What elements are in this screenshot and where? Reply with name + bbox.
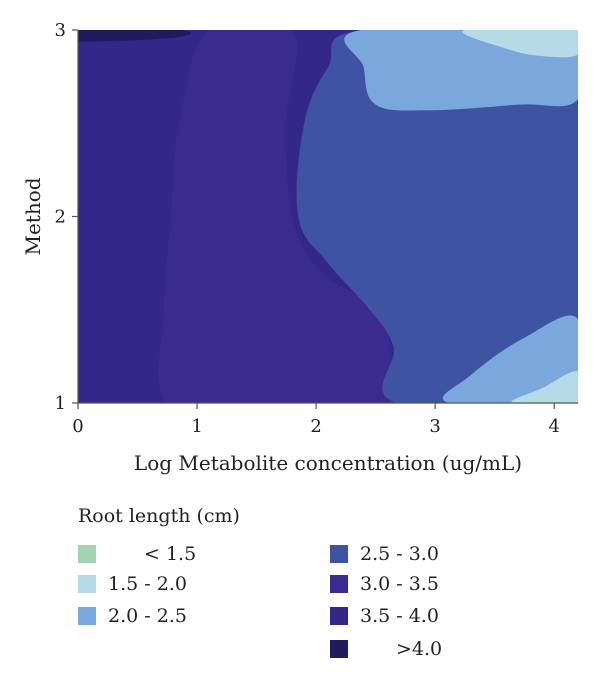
legend-item: >4.0 bbox=[330, 637, 442, 661]
legend-title: Root length (cm) bbox=[78, 505, 240, 527]
y-tick-label: 2 bbox=[55, 207, 66, 228]
axes bbox=[72, 29, 578, 409]
legend-swatch bbox=[78, 545, 96, 563]
legend-swatch bbox=[330, 640, 348, 658]
legend-item: 3.0 - 3.5 bbox=[330, 572, 439, 596]
legend-label: 2.5 - 3.0 bbox=[360, 543, 439, 565]
contour-region-4 bbox=[462, 30, 578, 58]
legend-item: 1.5 - 2.0 bbox=[78, 572, 187, 596]
contour-regions bbox=[78, 30, 578, 403]
legend-item: 2.5 - 3.0 bbox=[330, 542, 439, 566]
x-tick-label: 0 bbox=[72, 416, 83, 437]
contour-region-5 bbox=[442, 315, 578, 403]
legend-item: 2.0 - 2.5 bbox=[78, 604, 187, 628]
y-axis-title: Method bbox=[21, 177, 45, 255]
legend-swatch bbox=[330, 607, 348, 625]
y-tick-label: 3 bbox=[55, 20, 66, 41]
legend-item: 3.5 - 4.0 bbox=[330, 604, 439, 628]
contour-region-2 bbox=[296, 30, 578, 403]
legend-label: 1.5 - 2.0 bbox=[108, 573, 187, 595]
legend-item: < 1.5 bbox=[78, 542, 196, 566]
legend-swatch bbox=[78, 607, 96, 625]
legend-swatch bbox=[330, 575, 348, 593]
legend-label: < 1.5 bbox=[144, 543, 197, 565]
legend-swatch bbox=[330, 545, 348, 563]
x-tick-label: 2 bbox=[310, 416, 321, 437]
legend-label: >4.0 bbox=[396, 638, 443, 660]
legend-label: 2.0 - 2.5 bbox=[108, 605, 187, 627]
y-tick-label: 1 bbox=[55, 393, 66, 414]
legend-label: 3.0 - 3.5 bbox=[360, 573, 439, 595]
contour-region-6 bbox=[511, 371, 578, 403]
x-axis-title: Log Metabolite concentration (ug/mL) bbox=[134, 451, 522, 475]
x-tick-label: 3 bbox=[429, 416, 440, 437]
legend-label: 3.5 - 4.0 bbox=[360, 605, 439, 627]
contour-region-7 bbox=[78, 30, 191, 42]
legend-swatch bbox=[78, 575, 96, 593]
x-tick-label: 1 bbox=[191, 416, 202, 437]
contour-region-1 bbox=[158, 30, 398, 403]
x-tick-label: 4 bbox=[548, 416, 559, 437]
